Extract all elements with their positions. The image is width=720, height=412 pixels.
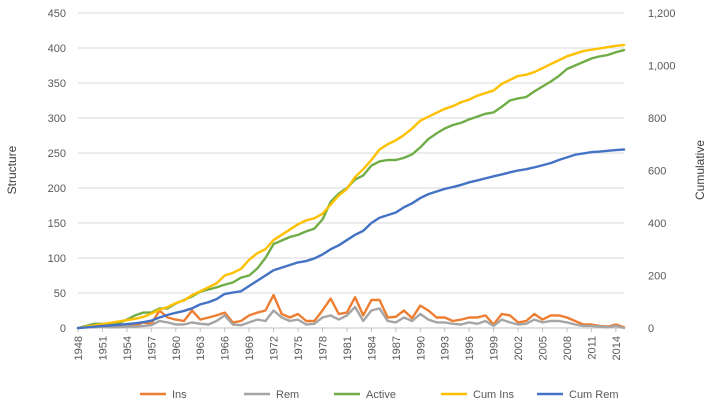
y2-tick-label: 800 bbox=[648, 113, 666, 125]
x-tick-label: 2014 bbox=[611, 336, 623, 360]
legend: Ins Rem Active Cum Ins Cum Rem bbox=[140, 389, 619, 401]
y-tick-label: 400 bbox=[48, 43, 66, 55]
x-axis-ticks: 1948 1951 1954 1957 1960 1963 1966 1969 1972 1975… bbox=[73, 328, 623, 360]
right-axis-ticks: 0 200 400 600 800 1,000 1,200 bbox=[648, 8, 676, 335]
x-tick-label: 1990 bbox=[415, 336, 427, 360]
x-tick-label: 2002 bbox=[513, 336, 525, 360]
y2-tick-label: 0 bbox=[648, 323, 654, 335]
x-tick-label: 1993 bbox=[440, 336, 452, 360]
y-tick-label: 200 bbox=[48, 183, 66, 195]
legend-label: Rem bbox=[276, 389, 299, 401]
legend-label: Active bbox=[366, 389, 396, 401]
x-tick-label: 1999 bbox=[489, 336, 501, 360]
gridlines bbox=[78, 12, 624, 294]
left-axis-ticks: 0 50 100 150 200 250 300 350 400 450 bbox=[48, 8, 66, 335]
y-tick-label: 450 bbox=[48, 8, 66, 20]
legend-label: Cum Rem bbox=[569, 389, 619, 401]
series-line-rem bbox=[76, 305, 626, 330]
x-tick-label: 2008 bbox=[562, 336, 574, 360]
y-axis-title: Structure bbox=[5, 145, 19, 194]
x-tick-label: 1972 bbox=[269, 336, 281, 360]
x-tick-label: 1948 bbox=[73, 336, 85, 360]
y2-axis-title: Cumulative bbox=[693, 140, 707, 200]
x-tick-label: 1996 bbox=[464, 336, 476, 360]
x-tick-label: 1981 bbox=[342, 336, 354, 360]
y2-tick-label: 200 bbox=[648, 271, 666, 283]
x-tick-label: 1957 bbox=[146, 336, 158, 360]
y-tick-label: 0 bbox=[60, 323, 66, 335]
y2-tick-label: 400 bbox=[648, 218, 666, 230]
x-tick-label: 2011 bbox=[586, 336, 598, 360]
y-tick-label: 100 bbox=[48, 253, 66, 265]
y-tick-label: 250 bbox=[48, 148, 66, 160]
x-tick-label: 1978 bbox=[317, 336, 329, 360]
series-line-cum-ins bbox=[76, 43, 626, 330]
series-line-ins bbox=[76, 293, 626, 330]
y2-tick-label: 1,200 bbox=[648, 8, 676, 20]
y-tick-label: 50 bbox=[54, 288, 66, 300]
y-tick-label: 350 bbox=[48, 78, 66, 90]
x-tick-label: 1954 bbox=[122, 336, 134, 360]
legend-label: Cum Ins bbox=[473, 389, 514, 401]
x-tick-label: 1951 bbox=[97, 336, 109, 360]
x-tick-label: 1969 bbox=[244, 336, 256, 360]
series-lines bbox=[76, 43, 626, 330]
y2-tick-label: 600 bbox=[648, 166, 666, 178]
x-tick-label: 1987 bbox=[391, 336, 403, 360]
x-tick-label: 1975 bbox=[293, 336, 305, 360]
x-tick-label: 1984 bbox=[366, 336, 378, 360]
series-line-active bbox=[76, 48, 626, 330]
x-tick-label: 2005 bbox=[538, 336, 550, 360]
series-line-cum-rem bbox=[76, 148, 626, 330]
x-tick-label: 1966 bbox=[220, 336, 232, 360]
y-tick-label: 150 bbox=[48, 218, 66, 230]
y2-tick-label: 1,000 bbox=[648, 61, 676, 73]
x-tick-label: 1963 bbox=[195, 336, 207, 360]
x-tick-label: 1960 bbox=[171, 336, 183, 360]
legend-label: Ins bbox=[172, 389, 187, 401]
y-tick-label: 300 bbox=[48, 113, 66, 125]
